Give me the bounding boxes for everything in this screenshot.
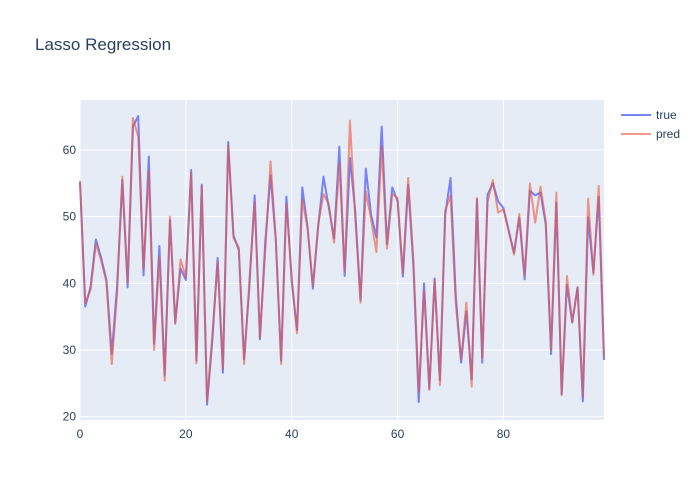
legend-item-true[interactable]: true [621,108,677,122]
legend-item-pred[interactable]: pred [621,127,680,141]
series-layer [79,115,605,406]
y-tick-label: 50 [63,210,77,224]
x-tick-label: 0 [77,427,84,441]
y-tick-label: 20 [63,410,77,424]
plot-area [80,100,604,420]
series-line-pred [79,117,605,403]
y-tick-label: 60 [63,143,77,157]
legend-label: true [656,108,677,122]
x-tick-label: 60 [391,427,405,441]
legend[interactable]: true pred [621,108,680,141]
y-tick-label: 30 [63,343,77,357]
legend-label: pred [656,127,680,141]
x-tick-label: 20 [179,427,193,441]
y-tick-label: 40 [63,276,77,290]
x-tick-label: 40 [285,427,299,441]
x-tick-label: 80 [497,427,511,441]
chart-title: Lasso Regression [35,35,171,54]
